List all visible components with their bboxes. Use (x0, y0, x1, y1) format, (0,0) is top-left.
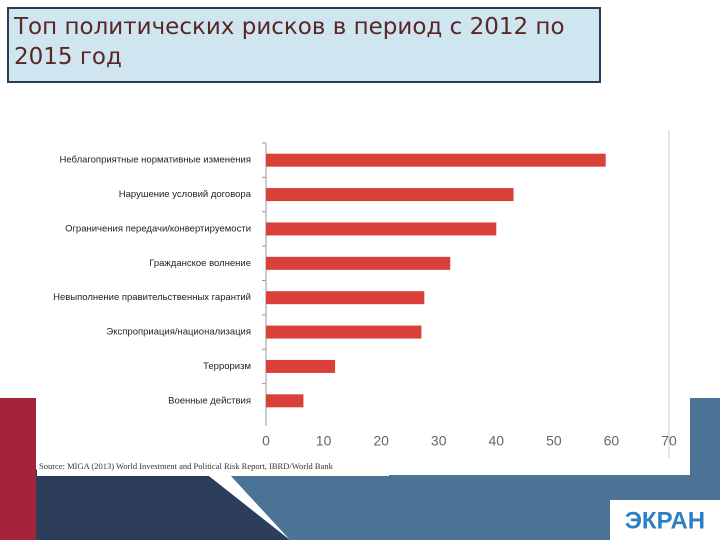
logo: ЭКРАН (625, 507, 705, 534)
x-tick-label: 40 (488, 433, 504, 449)
y-tick-label: Неблагоприятные нормативные изменения (60, 155, 251, 166)
chart-title: Топ политических рисков в период с 2012 … (14, 14, 565, 70)
bar (266, 153, 606, 167)
y-tick-label: Терроризм (203, 361, 251, 372)
bar (266, 325, 422, 339)
y-tick-label: Экспроприация/национализация (106, 327, 251, 338)
bar (266, 359, 336, 373)
source-box (37, 458, 389, 476)
y-tick-label: Ограничения передачи/конвертируемости (65, 223, 251, 234)
x-tick-label: 60 (604, 433, 620, 449)
deco-blue (230, 398, 720, 540)
y-tick-label: Гражданское волнение (149, 258, 251, 269)
x-tick-label: 30 (431, 433, 447, 449)
title-box (7, 7, 601, 83)
logo-bg (610, 500, 720, 540)
source: Source: MIGA (2013) World Investment and… (39, 461, 334, 471)
bar (266, 291, 425, 305)
bar (266, 188, 514, 202)
y-tick-label: Военные действия (168, 395, 251, 406)
title-wrap: Топ политических рисков в период с 2012 … (14, 14, 565, 70)
x-tick-label: 0 (262, 433, 270, 449)
y-tick-label: Невыполнение правительственных гарантий (53, 292, 251, 303)
bar (266, 394, 304, 408)
y-tick-label: Нарушение условий договора (119, 189, 252, 200)
x-tick-label: 10 (316, 433, 332, 449)
x-tick-label: 50 (546, 433, 562, 449)
x-tick-label: 20 (373, 433, 389, 449)
deco-red (0, 398, 36, 540)
bar (266, 256, 451, 270)
bar (266, 222, 497, 236)
